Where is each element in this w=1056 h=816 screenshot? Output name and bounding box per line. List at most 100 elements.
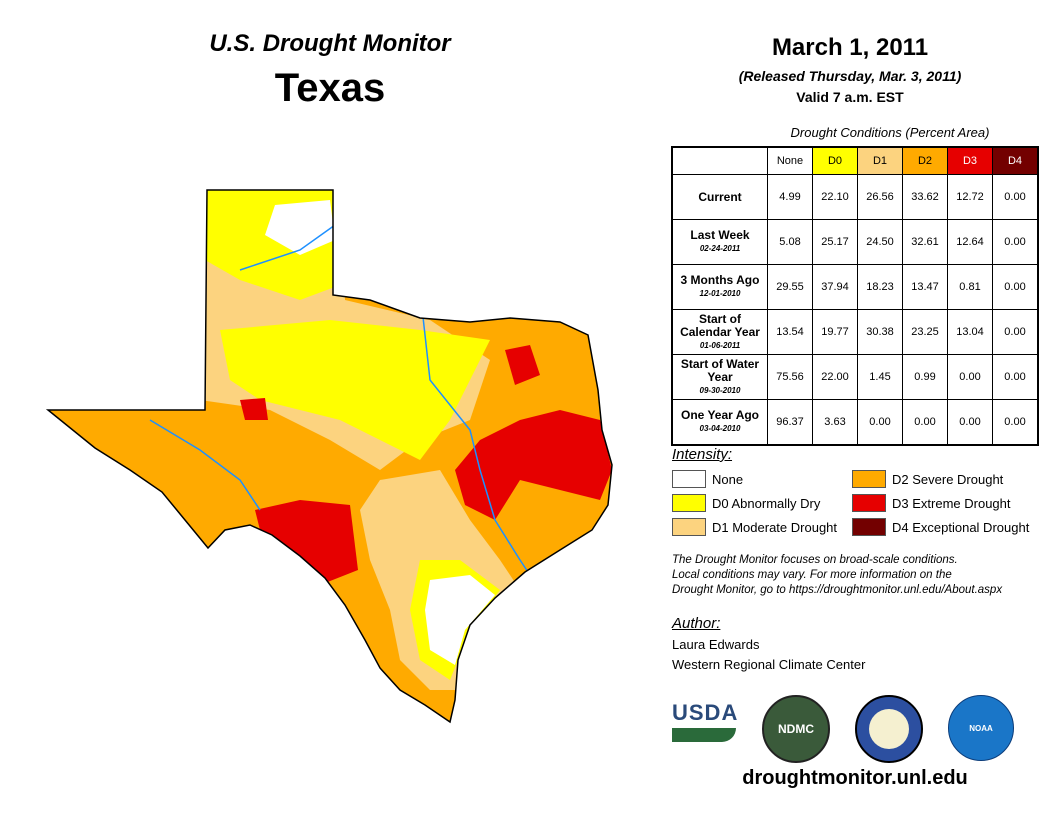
row-label-text: Start of Calendar Year: [680, 311, 760, 339]
table-cell: 30.38: [857, 309, 903, 355]
legend-label: D0 Abnormally Dry: [712, 495, 821, 511]
river: [239, 224, 336, 271]
table-cell: 0.99: [902, 354, 948, 400]
table-cell: 13.47: [902, 264, 948, 310]
row-date: 02-24-2011: [699, 244, 741, 253]
river: [419, 289, 531, 576]
release-date: (Released Thursday, Mar. 3, 2011): [738, 68, 962, 84]
disclaimer-note: The Drought Monitor focuses on broad-sca…: [672, 553, 1002, 598]
usda-logo-text: USDA: [672, 700, 739, 725]
d3-region: [240, 398, 268, 420]
commerce-logo: [855, 695, 923, 763]
table-cell: 5.08: [767, 219, 813, 265]
row-label-text: Current: [698, 189, 742, 204]
table-cell: 12.64: [947, 219, 993, 265]
col-d4: D4: [992, 146, 1039, 175]
row-label-text: 3 Months Ago: [680, 273, 760, 287]
ndmc-logo-text: NDMC: [778, 722, 814, 736]
row-label: Start of Water Year 09-30-2010: [671, 354, 768, 400]
table-cell: 0.00: [992, 309, 1039, 355]
usda-logo: USDA: [672, 700, 739, 746]
legend-swatch: [672, 494, 706, 512]
col-none: None: [767, 146, 813, 175]
row-date: 03-04-2010: [699, 424, 741, 433]
author-name: Laura Edwards: [672, 637, 760, 652]
table-caption: Drought Conditions (Percent Area): [790, 125, 990, 140]
table-cell: 1.45: [857, 354, 903, 400]
table-cell: 23.25: [902, 309, 948, 355]
table-cell: 0.00: [947, 354, 993, 400]
ndmc-logo: NDMC: [762, 695, 830, 763]
row-date: 12-01-2010: [699, 289, 741, 298]
legend-item: D3 Extreme Drought: [852, 494, 1011, 512]
legend-item: None: [672, 470, 743, 488]
table-cell: 0.00: [857, 399, 903, 446]
table-cell: 18.23: [857, 264, 903, 310]
row-date: 01-06-2011: [699, 340, 741, 350]
table-cell: 0.00: [992, 399, 1039, 446]
col-d1: D1: [857, 146, 903, 175]
legend-label: None: [712, 471, 744, 487]
legend-swatch: [852, 470, 886, 488]
row-label: Last Week 02-24-2011: [671, 219, 768, 265]
table-cell: 22.00: [812, 354, 858, 400]
row-label-text: Start of Water Year: [680, 356, 760, 384]
author-org: Western Regional Climate Center: [672, 657, 866, 672]
legend-swatch: [672, 518, 706, 536]
note-line: The Drought Monitor focuses on broad-sca…: [672, 554, 958, 566]
program-title: U.S. Drought Monitor: [209, 30, 451, 57]
d0-region: [220, 320, 490, 460]
col-d2: D2: [902, 146, 948, 175]
table-row: One Year Ago 03-04-2010 96.37 3.63 0.00 0.00 0…: [671, 399, 1039, 446]
legend-swatch: [852, 518, 886, 536]
table-cell: 0.00: [992, 174, 1039, 220]
table-cell: 32.61: [902, 219, 948, 265]
table-cell: 0.00: [992, 354, 1039, 400]
table-cell: 0.00: [992, 264, 1039, 310]
row-label: 3 Months Ago 12-01-2010: [671, 264, 768, 310]
legend-item: D0 Abnormally Dry: [672, 494, 820, 512]
table-cell: 96.37: [767, 399, 813, 446]
table-cell: 33.62: [902, 174, 948, 220]
table-cell: 0.81: [947, 264, 993, 310]
legend-label: D1 Moderate Drought: [712, 519, 838, 535]
none-region: [425, 575, 495, 665]
table-row: Last Week 02-24-2011 5.08 25.17 24.50 32.61 12…: [671, 219, 1039, 265]
row-label-text: One Year Ago: [680, 408, 760, 422]
legend-item: D1 Moderate Drought: [672, 518, 837, 536]
d3-region: [455, 410, 612, 520]
legend-swatch: [672, 470, 706, 488]
col-d3: D3: [947, 146, 993, 175]
table-cell: 26.56: [857, 174, 903, 220]
table-cell: 19.77: [812, 309, 858, 355]
d3-region: [255, 500, 358, 585]
table-cell: 4.99: [767, 174, 813, 220]
map-date: March 1, 2011: [771, 34, 929, 61]
legend-label: D2 Severe Drought: [892, 471, 1004, 487]
table-cell: 37.94: [812, 264, 858, 310]
table-cell: 12.72: [947, 174, 993, 220]
table-cell: 13.54: [767, 309, 813, 355]
table-cell: 13.04: [947, 309, 993, 355]
table-row: Current 4.99 22.10 26.56 33.62 12.72 0.00: [671, 174, 1039, 220]
legend-label: D4 Exceptional Drought: [892, 519, 1030, 535]
table-cell: 24.50: [857, 219, 903, 265]
row-label-text: Last Week: [690, 228, 750, 242]
row-label: Start of Calendar Year 01-06-2011: [671, 309, 768, 355]
note-line: Drought Monitor, go to https://droughtmo…: [672, 584, 1003, 596]
none-region: [265, 200, 335, 255]
table-row: 3 Months Ago 12-01-2010 29.55 37.94 18.23 13.…: [671, 264, 1039, 310]
table-cell: 3.63: [812, 399, 858, 446]
row-date: 09-30-2010: [699, 385, 741, 395]
valid-time: Valid 7 a.m. EST: [796, 89, 904, 105]
footer-url[interactable]: droughtmonitor.unl.edu: [742, 767, 968, 789]
legend-item: D2 Severe Drought: [852, 470, 1003, 488]
legend-label: D3 Extreme Drought: [892, 495, 1011, 511]
legend-item: D4 Exceptional Drought: [852, 518, 1029, 536]
row-label: One Year Ago 03-04-2010: [671, 399, 768, 446]
table-cell: 0.00: [902, 399, 948, 446]
table-cell: 29.55: [767, 264, 813, 310]
river: [149, 419, 261, 511]
legend-title: Intensity:: [672, 446, 733, 463]
